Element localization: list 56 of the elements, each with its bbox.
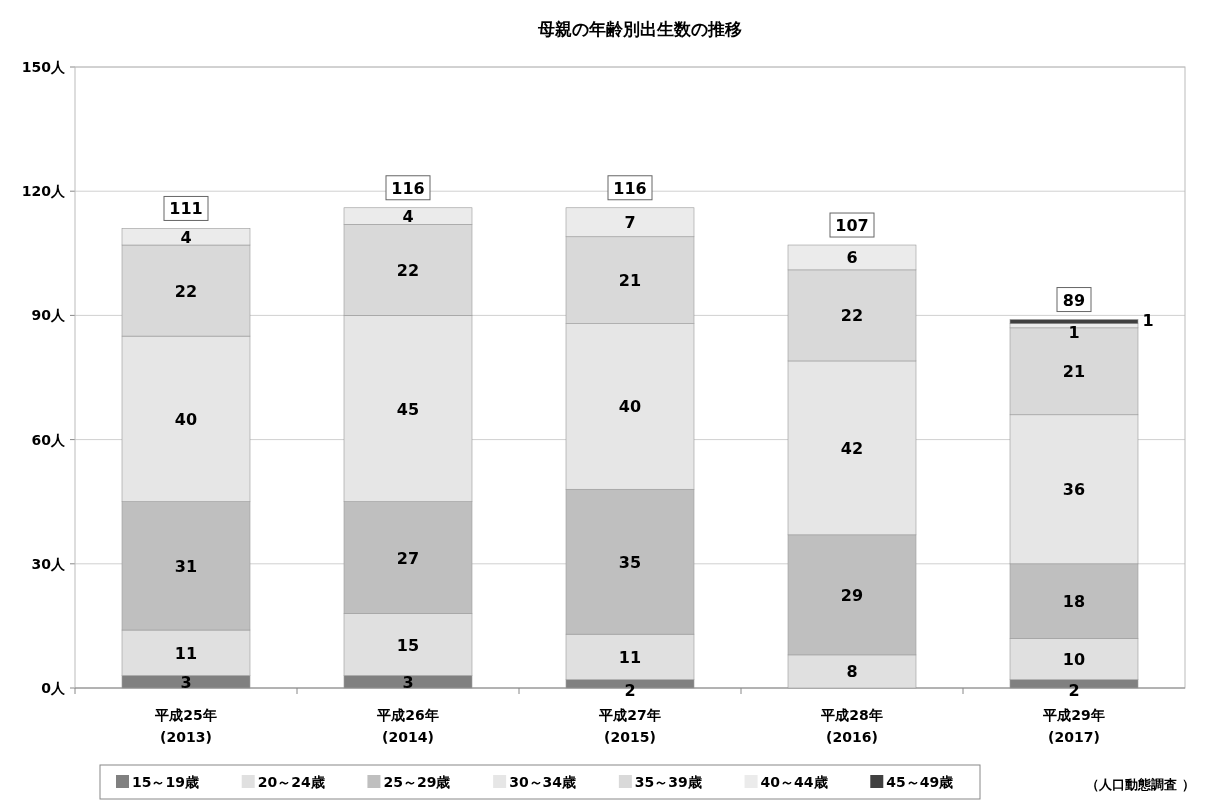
text: （人口動態調査 ） bbox=[1086, 777, 1195, 792]
y-tick-label: 150人 bbox=[21, 59, 66, 75]
data-label: 21 bbox=[1062, 362, 1086, 382]
chart-title: 母親の年齢別出生数の推移 bbox=[537, 19, 742, 39]
legend-label: 25～29歳 bbox=[383, 774, 451, 790]
data-label: 2 bbox=[1068, 680, 1080, 700]
data-label: 8 bbox=[846, 662, 858, 682]
legend-label: 40～44歳 bbox=[760, 774, 828, 790]
data-label: 22 bbox=[840, 306, 864, 326]
data-label: 1 bbox=[1142, 310, 1154, 330]
legend-label: 45～49歳 bbox=[886, 774, 954, 790]
legend-label: 20～24歳 bbox=[257, 774, 325, 790]
x-tick-label: 平成28年 (2016) bbox=[820, 707, 883, 745]
y-tick-label: 30人 bbox=[31, 555, 66, 572]
data-label: 10 bbox=[1062, 650, 1086, 670]
legend-label: 15～19歳 bbox=[132, 774, 199, 790]
data-label: 36 bbox=[1062, 480, 1086, 500]
total-label: 107 bbox=[835, 216, 869, 236]
data-label: 11 bbox=[174, 643, 198, 663]
y-tick-label: 60人 bbox=[31, 431, 66, 448]
total-label: 89 bbox=[1062, 290, 1086, 310]
legend-label: 30～34歳 bbox=[509, 774, 577, 790]
x-tick-label: 平成25年 (2013) bbox=[154, 707, 217, 745]
data-label: 40 bbox=[618, 397, 642, 417]
y-tick-label: 120人 bbox=[21, 183, 66, 200]
data-label: 31 bbox=[174, 556, 198, 576]
x-tick-label: 平成27年 (2015) bbox=[598, 707, 661, 745]
data-label: 11 bbox=[618, 647, 642, 667]
legend-label: 35～39歳 bbox=[634, 774, 702, 790]
data-label: 35 bbox=[618, 552, 642, 572]
y-tick-label: 90人 bbox=[31, 307, 66, 324]
data-label: 22 bbox=[174, 281, 198, 301]
data-label: 7 bbox=[624, 213, 636, 233]
data-label: 2 bbox=[624, 680, 636, 700]
data-label: 1 bbox=[1068, 322, 1080, 342]
data-label: 45 bbox=[396, 399, 420, 419]
y-tick-label: 0人 bbox=[41, 680, 66, 696]
x-tick-label: 平成26年 (2014) bbox=[376, 707, 439, 745]
bar bbox=[1009, 319, 1139, 324]
data-label: 6 bbox=[846, 248, 858, 268]
data-label: 21 bbox=[618, 271, 642, 291]
data-label: 3 bbox=[180, 672, 192, 692]
data-label: 3 bbox=[402, 672, 414, 692]
total-label: 116 bbox=[613, 178, 647, 198]
data-label: 15 bbox=[396, 635, 420, 655]
data-label: 29 bbox=[840, 585, 864, 605]
data-label: 4 bbox=[180, 227, 192, 247]
x-tick-label: 平成29年 (2017) bbox=[1042, 707, 1105, 745]
data-label: 27 bbox=[396, 548, 420, 568]
data-label: 22 bbox=[396, 260, 420, 280]
data-label: 42 bbox=[840, 438, 864, 458]
total-label: 116 bbox=[391, 178, 425, 198]
data-label: 40 bbox=[174, 409, 198, 429]
data-label: 4 bbox=[402, 207, 414, 227]
total-label: 111 bbox=[169, 199, 203, 219]
data-label: 18 bbox=[1062, 592, 1086, 612]
